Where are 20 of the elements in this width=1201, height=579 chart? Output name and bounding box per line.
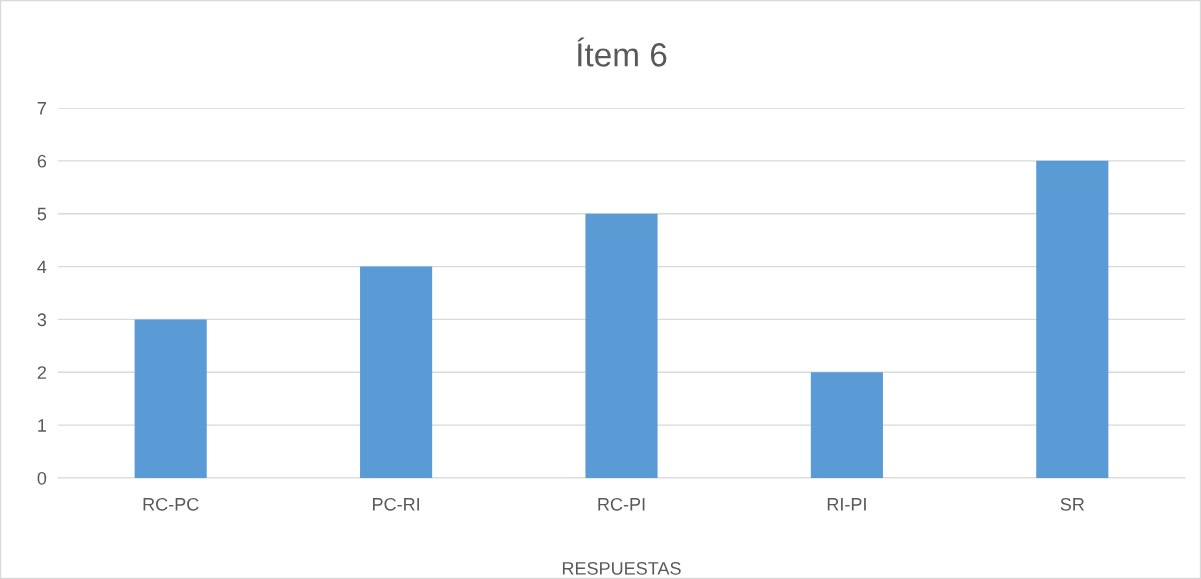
y-tick-label: 0 (37, 471, 47, 485)
x-tick-label: RC-PI (598, 497, 645, 511)
x-axis-title: RESPUESTAS (562, 561, 681, 575)
y-tick-label: 2 (37, 366, 46, 379)
y-tick-label: 6 (37, 154, 47, 168)
x-tick-label: RI-PI (827, 498, 866, 511)
y-tick-label: 5 (37, 207, 47, 221)
x-tick-label: PC-RI (373, 497, 420, 511)
bar (1036, 160, 1109, 478)
chart-title: Ítem 6 (577, 37, 667, 67)
y-tick-label: 7 (37, 102, 46, 115)
y-tick-label: 1 (38, 419, 47, 432)
x-tick-label: RC-PC (143, 497, 199, 511)
x-tick-label: SR (1060, 497, 1084, 511)
bar (810, 372, 883, 478)
y-tick-label: 4 (37, 260, 47, 274)
bar (585, 213, 658, 478)
bar (134, 319, 207, 478)
y-tick-label: 3 (37, 313, 47, 327)
bar (360, 266, 433, 478)
